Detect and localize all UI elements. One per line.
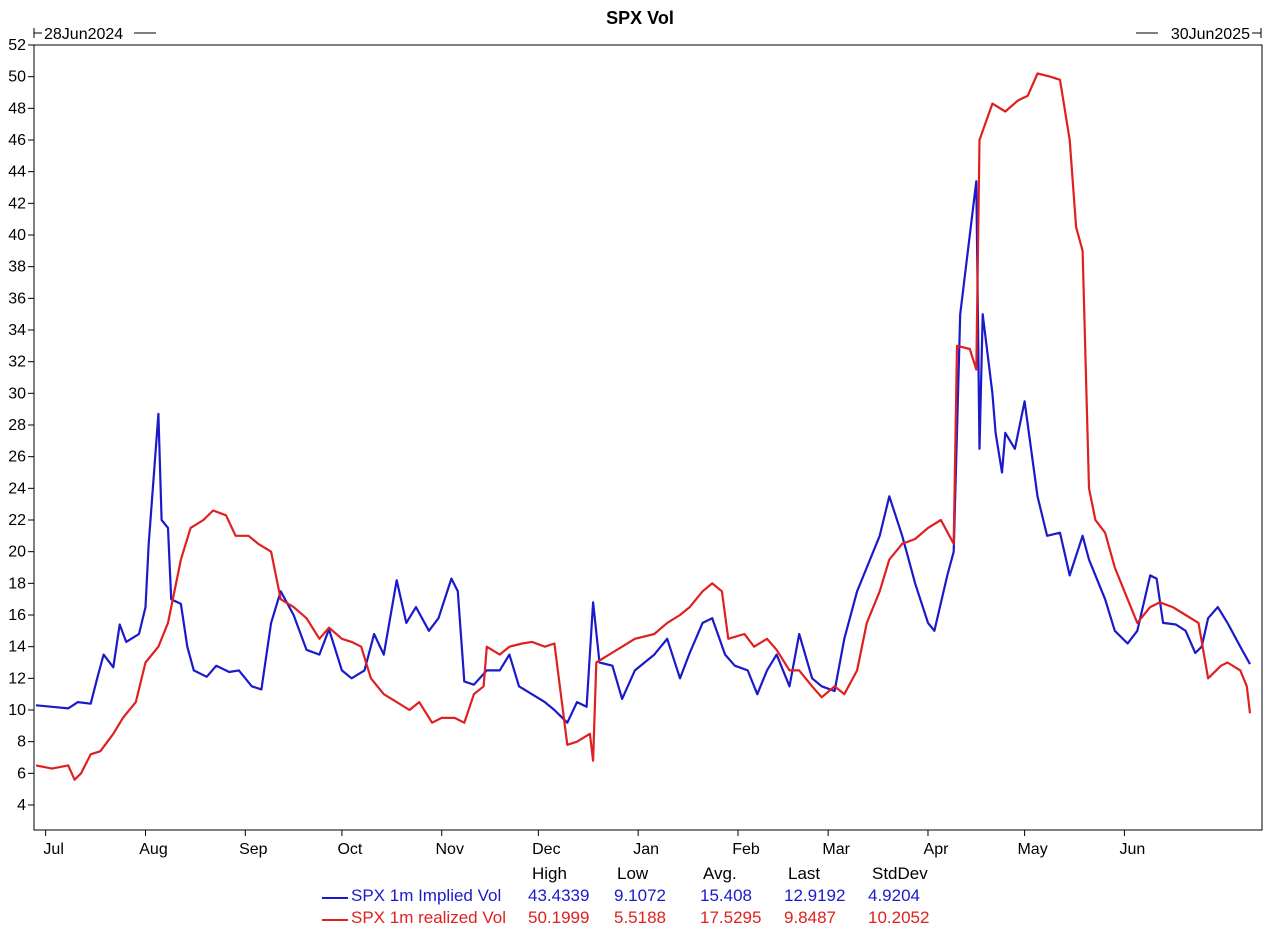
chart-title: SPX Vol [606,8,674,28]
end-date-label: 30Jun2025 [1171,26,1250,43]
x-tick-label: May [1017,841,1047,858]
y-tick-label: 20 [8,544,26,561]
y-tick-label: 4 [17,797,26,814]
series-layer [35,72,1252,781]
y-tick-label: 44 [8,164,26,181]
y-tick-label: 32 [8,354,26,371]
y-tick-label: 8 [17,734,26,751]
plot-area [33,44,1263,831]
y-tick-label: 34 [8,322,26,339]
y-tick-label: 38 [8,259,26,276]
y-tick-label: 6 [17,765,26,782]
y-tick-label: 46 [8,132,26,149]
x-tick-label: Dec [532,841,560,858]
y-tick-label: 50 [8,69,26,86]
y-axis: 4681012141618202224262830323436384042444… [8,37,34,814]
x-tick-label: Aug [139,841,167,858]
y-tick-label: 40 [8,227,26,244]
y-tick-label: 16 [8,607,26,624]
start-date-label: 28Jun2024 [44,26,123,43]
x-tick-label: Apr [924,841,950,858]
x-tick-label: Sep [239,841,268,858]
x-tick-label: Nov [436,841,464,858]
y-tick-label: 24 [8,480,26,497]
series-line-implied-vol [35,180,1251,724]
y-tick-label: 26 [8,449,26,466]
end-marker: 30Jun2025 [1136,26,1262,43]
y-tick-label: 48 [8,100,26,117]
x-tick-label: Feb [732,841,760,858]
y-tick-label: 30 [8,385,26,402]
y-tick-label: 42 [8,195,26,212]
y-tick-label: 14 [8,639,26,656]
y-tick-label: 18 [8,575,26,592]
x-tick-label: Jun [1120,841,1146,858]
start-marker: 28Jun2024 [33,26,156,43]
x-tick-label: Oct [337,841,362,858]
x-tick-label: Mar [822,841,850,858]
y-tick-label: 10 [8,702,26,719]
y-tick-label: 36 [8,290,26,307]
x-axis: Jul Aug Sep Oct Nov Dec Jan Feb Mar Apr May Jun [43,830,1145,858]
x-tick-label: Jan [633,841,659,858]
series-line-realized-vol [35,72,1252,781]
y-tick-label: 28 [8,417,26,434]
y-tick-label: 22 [8,512,26,529]
x-tick-label: Jul [43,841,63,858]
y-tick-label: 52 [8,37,26,54]
y-tick-label: 12 [8,670,26,687]
